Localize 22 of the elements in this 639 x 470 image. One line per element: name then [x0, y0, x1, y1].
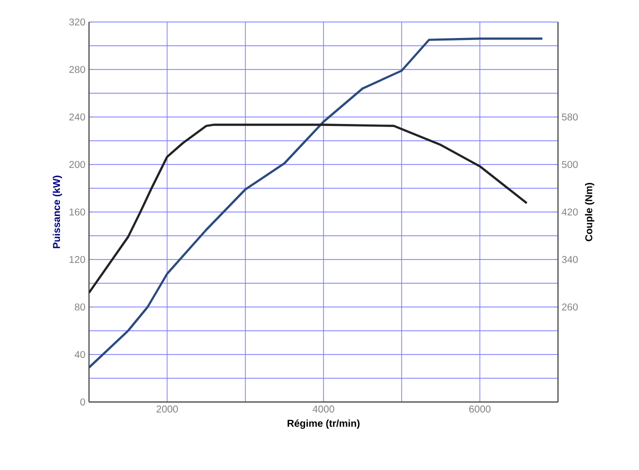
y2-tick-label: 580 [562, 113, 578, 121]
y-tick-label: 40 [74, 350, 86, 358]
line-series [89, 124, 528, 294]
line-series [89, 38, 544, 369]
y-tick-label: 80 [74, 303, 86, 311]
y-axis-title: Puissance (kW) [52, 176, 62, 248]
x-axis-title: Régime (tr/min) [288, 419, 360, 429]
y2-tick-label: 260 [562, 303, 578, 311]
y-tick-label: 0 [80, 398, 86, 406]
y2-axis-title: Couple (Nm) [584, 182, 594, 242]
y-tick-label: 120 [70, 256, 86, 264]
x-tick-label: 2000 [156, 406, 178, 413]
y-tick-label: 160 [70, 208, 86, 216]
y-tick-label: 280 [69, 66, 86, 74]
y2-tick-label: 500 [562, 160, 578, 168]
x-tick-label: 4000 [312, 406, 334, 413]
y2-tick-label: 340 [562, 256, 578, 264]
x-tick-label: 6000 [469, 406, 491, 413]
y-tick-label: 240 [69, 113, 86, 121]
y2-tick-label: 420 [562, 208, 578, 216]
y-tick-label: 200 [69, 160, 86, 168]
y-tick-label: 320 [69, 18, 86, 26]
